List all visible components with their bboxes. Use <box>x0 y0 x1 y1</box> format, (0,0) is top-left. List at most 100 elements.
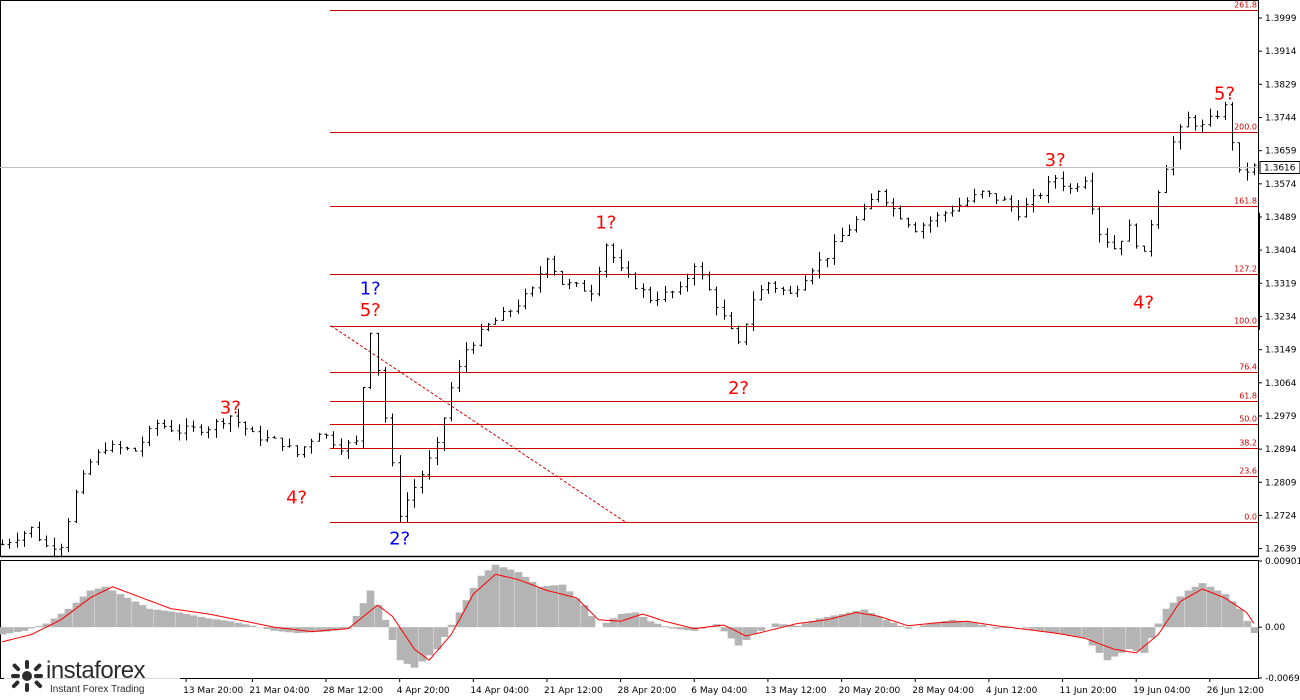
price-bar <box>655 291 660 306</box>
price-bar <box>390 413 395 467</box>
price-bar <box>1083 176 1088 189</box>
price-bar <box>516 299 521 314</box>
price-bar <box>619 249 624 272</box>
price-bar <box>560 270 565 285</box>
price-tick-label: 1.3744 <box>1265 113 1297 123</box>
price-axis: 1.3999 1.3914 1.3829 1.3744 1.3659 1.3574 1.34… <box>1258 14 1300 555</box>
wave-label: 2? <box>728 378 749 399</box>
time-tick-label: 11 Jun 20:00 <box>1060 686 1117 696</box>
price-bar <box>781 286 786 296</box>
price-bar <box>869 193 874 210</box>
price-bar <box>501 307 506 321</box>
price-bar <box>1016 200 1021 221</box>
price-bar <box>493 317 498 325</box>
price-bar <box>1009 195 1014 212</box>
instaforex-logo-icon <box>11 660 43 692</box>
price-bar <box>545 257 550 279</box>
wave-labels: 1?5?2?3?4?1?2?3?4?5? <box>220 84 1235 550</box>
fib-label-50.0: 50.0 <box>1239 415 1257 424</box>
price-bar <box>442 417 447 451</box>
price-tick-label: 1.2639 <box>1265 545 1297 555</box>
wave-label: 4? <box>286 487 307 508</box>
time-tick-label: 21 Apr 12:00 <box>544 686 603 696</box>
wave-label: 5? <box>1214 84 1235 105</box>
price-bar <box>1237 142 1242 173</box>
price-bar <box>412 479 417 508</box>
time-tick-label: 21 Mar 04:00 <box>249 686 309 696</box>
current-price-label: 1.3616 <box>1264 164 1296 174</box>
time-tick-label: 28 May 04:00 <box>912 686 974 696</box>
price-bar <box>921 222 926 239</box>
time-tick-label: 28 Apr 20:00 <box>618 686 677 696</box>
price-bar <box>678 281 683 295</box>
price-bar <box>987 190 992 197</box>
price-bar <box>604 243 609 278</box>
price-bar <box>265 430 270 442</box>
fib-label-161.8: 161.8 <box>1234 197 1257 206</box>
time-axis: 13 Mar 20:00 21 Mar 04:00 28 Mar 12:00 4 Ap… <box>183 678 1264 696</box>
fib-label-23.6: 23.6 <box>1239 467 1257 476</box>
price-bar <box>324 433 329 439</box>
price-bar <box>1200 119 1205 133</box>
price-bar <box>81 469 86 495</box>
wave-label: 4? <box>1133 292 1154 313</box>
price-tick-label: 1.3829 <box>1265 80 1297 90</box>
price-bar <box>44 535 49 548</box>
price-bar <box>346 439 351 459</box>
fib-label-61.8: 61.8 <box>1239 392 1257 401</box>
price-bar <box>817 251 822 279</box>
price-tick-label: 1.3149 <box>1265 346 1297 356</box>
price-tick-label: 1.3999 <box>1265 14 1297 24</box>
price-bar <box>486 322 491 332</box>
brand-tagline: Instant Forex Trading <box>50 684 145 695</box>
price-bar <box>803 275 808 291</box>
price-bar <box>1230 102 1235 151</box>
price-tick-label: 1.3574 <box>1265 180 1297 190</box>
price-bar <box>435 437 440 466</box>
price-bar <box>184 418 189 441</box>
price-bar <box>552 255 557 276</box>
price-bar <box>155 419 160 436</box>
price-bar <box>1149 219 1154 257</box>
price-bar <box>1119 240 1124 256</box>
price-bar <box>221 418 226 429</box>
fib-label-127.2: 127.2 <box>1234 265 1257 274</box>
price-bar <box>1208 108 1213 127</box>
price-bar <box>582 280 587 292</box>
price-bar <box>648 286 653 304</box>
fib-label-0.0: 0.0 <box>1244 513 1257 522</box>
wave-label: 1? <box>595 212 616 233</box>
wave-label: 1? <box>360 279 381 300</box>
price-bar <box>199 424 204 436</box>
fib-label-100.0: 100.0 <box>1234 317 1257 326</box>
price-bar <box>876 190 881 203</box>
fib-trend-dashed-line <box>330 325 627 523</box>
price-bar <box>103 442 108 455</box>
price-bar <box>1127 219 1132 242</box>
price-bar <box>722 299 727 320</box>
time-tick-label: 13 Mar 20:00 <box>183 686 243 696</box>
price-bar <box>1061 171 1066 192</box>
price-tick-label: 1.3064 <box>1265 379 1297 389</box>
price-bar <box>935 212 940 228</box>
price-bar <box>840 227 845 243</box>
price-bar <box>825 257 830 268</box>
price-bar <box>15 532 20 548</box>
price-bar <box>1245 162 1250 181</box>
price-bar <box>567 278 572 290</box>
price-bar <box>236 408 241 428</box>
price-bar <box>736 325 741 345</box>
price-bar <box>420 470 425 494</box>
price-tick-label: 1.2979 <box>1265 412 1297 422</box>
price-bar <box>530 286 535 297</box>
price-bar <box>810 268 815 285</box>
price-bar <box>258 425 263 446</box>
price-bar <box>574 281 579 287</box>
price-bar <box>611 243 616 263</box>
price-bar <box>972 188 977 203</box>
macd-pane-frame <box>0 560 1259 679</box>
price-bar <box>110 440 115 453</box>
price-bar <box>1075 183 1080 192</box>
price-bar <box>361 386 366 449</box>
